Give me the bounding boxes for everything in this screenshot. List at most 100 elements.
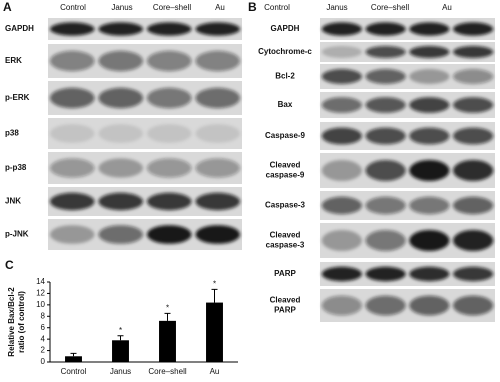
panel-label: C xyxy=(5,258,14,272)
row-label: ERK xyxy=(5,56,22,65)
row-label: Cytochrome-c xyxy=(258,47,312,56)
y-tick-label: 12 xyxy=(36,289,45,298)
panel-label: A xyxy=(3,0,12,14)
band xyxy=(98,22,144,36)
band xyxy=(409,230,450,251)
band xyxy=(365,196,406,215)
x-tick-label: Core–shell xyxy=(148,367,186,376)
x-tick-label: Janus xyxy=(110,367,131,376)
row-label: PARP xyxy=(274,269,296,278)
band xyxy=(365,295,406,316)
y-axis-label: Relative Bax/Bcl-2 xyxy=(7,287,16,357)
column-label: Au xyxy=(442,3,452,12)
band xyxy=(409,22,450,36)
band xyxy=(146,22,192,36)
band xyxy=(321,160,362,181)
blot-strip xyxy=(320,18,495,40)
x-tick-label: Control xyxy=(61,367,87,376)
error-bar xyxy=(211,288,218,303)
column-label: Control xyxy=(60,3,86,12)
bar xyxy=(65,356,82,362)
panel-label: B xyxy=(248,0,257,14)
band xyxy=(49,124,95,143)
bar xyxy=(112,340,129,362)
band xyxy=(98,192,144,211)
column-label: Janus xyxy=(326,3,347,12)
band xyxy=(195,50,241,72)
band xyxy=(453,230,494,251)
band xyxy=(195,22,241,36)
band xyxy=(321,196,362,215)
band xyxy=(453,196,494,215)
band xyxy=(146,124,192,143)
row-label: Caspase-9 xyxy=(265,131,306,140)
band xyxy=(321,46,362,58)
blot-strip xyxy=(48,18,242,40)
band xyxy=(49,50,95,72)
band xyxy=(146,225,192,244)
band xyxy=(321,295,362,316)
band xyxy=(409,266,450,282)
row-label: caspase-3 xyxy=(266,241,305,250)
column-label: Core–shell xyxy=(153,3,191,12)
significance-mark: * xyxy=(166,304,169,313)
band xyxy=(365,69,406,84)
band xyxy=(453,266,494,282)
band xyxy=(146,158,192,178)
band xyxy=(49,22,95,36)
column-label: Core–shell xyxy=(371,3,409,12)
band xyxy=(321,127,362,145)
row-label: Bax xyxy=(278,100,293,109)
band xyxy=(49,192,95,211)
significance-mark: * xyxy=(213,280,216,289)
error-bar xyxy=(164,312,171,321)
row-label: p-ERK xyxy=(5,93,30,102)
band xyxy=(49,225,95,244)
band xyxy=(409,295,450,316)
band xyxy=(321,97,362,113)
y-tick-label: 14 xyxy=(36,277,45,286)
band xyxy=(365,230,406,251)
band xyxy=(409,97,450,113)
band xyxy=(453,295,494,316)
y-tick-label: 10 xyxy=(36,300,45,309)
band xyxy=(98,225,144,244)
band xyxy=(409,69,450,84)
band xyxy=(409,160,450,181)
band xyxy=(98,158,144,178)
band xyxy=(409,127,450,145)
row-label: p38 xyxy=(5,129,19,138)
row-label: JNK xyxy=(5,197,21,206)
band xyxy=(49,87,95,109)
column-label: Janus xyxy=(111,3,132,12)
band xyxy=(195,124,241,143)
band xyxy=(146,87,192,109)
band xyxy=(365,46,406,58)
band xyxy=(365,127,406,145)
band xyxy=(146,50,192,72)
x-tick-label: Au xyxy=(210,367,220,376)
band xyxy=(453,97,494,113)
y-tick-label: 8 xyxy=(41,311,46,320)
band xyxy=(195,225,241,244)
band xyxy=(146,192,192,211)
band xyxy=(321,22,362,36)
y-tick-label: 2 xyxy=(41,346,46,355)
row-label: Caspase-3 xyxy=(265,201,306,210)
y-axis-label: ratio (of control) xyxy=(17,291,26,353)
band xyxy=(409,46,450,58)
band xyxy=(365,266,406,282)
y-tick-label: 6 xyxy=(41,323,46,332)
row-label: Cleaved xyxy=(270,161,301,170)
band xyxy=(365,97,406,113)
band xyxy=(365,160,406,181)
row-label: PARP xyxy=(274,306,296,315)
row-label: Bcl-2 xyxy=(275,72,295,81)
band xyxy=(49,158,95,178)
row-label: Cleaved xyxy=(270,231,301,240)
bar xyxy=(206,302,223,362)
band xyxy=(98,50,144,72)
row-label: caspase-9 xyxy=(266,171,305,180)
row-label: GAPDH xyxy=(5,24,34,33)
